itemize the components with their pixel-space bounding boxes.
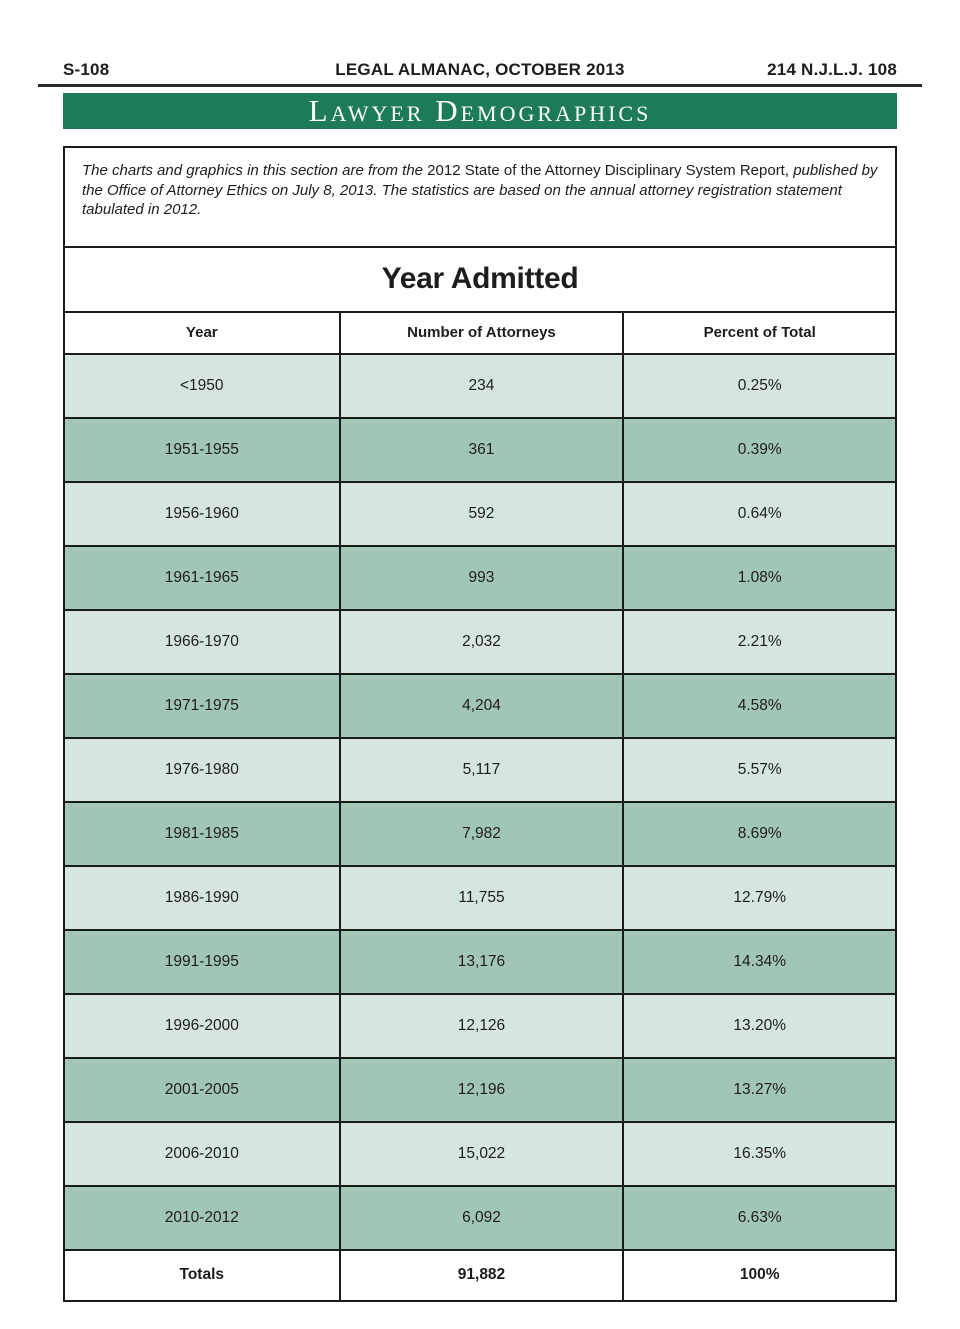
table-row: 1986-1990 11,755 12.79% <box>65 866 895 931</box>
table-cell: 1966-1970 <box>65 610 341 673</box>
table-cell: 13.27% <box>733 1080 786 1098</box>
table-row: 1951-1955 361 0.39% <box>65 418 895 483</box>
table-row: 1991-1995 13,176 14.34% <box>65 930 895 995</box>
table-cell: 1976-1980 <box>65 738 341 801</box>
totals-percent: 100% <box>739 1266 780 1283</box>
table-row: 1956-1960 592 0.64% <box>65 482 895 547</box>
source-note-box: The charts and graphics in this section … <box>63 146 897 248</box>
table-cell: 1956-1960 <box>65 482 341 545</box>
table-cell: 13.20% <box>733 1016 786 1034</box>
table-cell: 16.35% <box>733 1144 786 1162</box>
table-row: 2001-2005 12,196 13.27% <box>65 1058 895 1123</box>
column-header-attorneys: Number of Attorneys <box>341 312 625 353</box>
table-row: 2010-2012 6,092 6.63% <box>65 1186 895 1251</box>
totals-count: 91,882 <box>341 1250 625 1300</box>
table-cell: 993 <box>341 546 625 609</box>
table-cell: 12,196 <box>341 1058 625 1121</box>
table-cell: 1996-2000 <box>65 994 341 1057</box>
table-cell: 1961-1965 <box>65 546 341 609</box>
table-body: <1950 234 0.25% 1951-1955 361 0.39% 1956-1960 5… <box>65 354 895 1251</box>
table-cell: 15,022 <box>341 1122 625 1185</box>
table-header-row: Year Number of Attorneys Percent of Tota… <box>65 312 895 355</box>
publication-title: LEGAL ALMANAC, OCTOBER 2013 <box>335 60 625 79</box>
note-lead: The charts and graphics in this section … <box>82 162 428 179</box>
running-header: S-108 LEGAL ALMANAC, OCTOBER 2013 214 N.… <box>63 0 897 80</box>
table-cell: 6,092 <box>341 1186 625 1249</box>
table-row: 1996-2000 12,126 13.20% <box>65 994 895 1059</box>
table-cell: 234 <box>341 354 625 417</box>
table-cell: <1950 <box>65 354 341 417</box>
note-report-title: 2012 State of the Attorney Disciplinary … <box>427 162 790 179</box>
page-number: S-108 <box>63 60 110 79</box>
totals-label: Totals <box>65 1250 341 1300</box>
table-row: 1971-1975 4,204 4.58% <box>65 674 895 739</box>
table-totals-row: Totals 91,882 100% <box>65 1250 895 1300</box>
table-cell: 7,982 <box>341 802 625 865</box>
table-cell: 1981-1985 <box>65 802 341 865</box>
column-header-year: Year <box>65 312 341 353</box>
table-cell: 0.25% <box>737 376 782 394</box>
table-row: 2006-2010 15,022 16.35% <box>65 1122 895 1187</box>
section-title: Lawyer Demographics <box>308 93 652 128</box>
table-cell: 8.69% <box>737 824 782 842</box>
table-cell: 4,204 <box>341 674 625 737</box>
table-cell: 1986-1990 <box>65 866 341 929</box>
note-tail: published by the Office of Attorney Ethi… <box>82 162 878 218</box>
table-cell: 12,126 <box>341 994 625 1057</box>
table-cell: 5.57% <box>737 760 782 778</box>
column-header-percent: Percent of Total <box>703 324 816 341</box>
year-admitted-table: Year Admitted Year Number of Attorneys P… <box>63 245 897 1302</box>
table-cell: 13,176 <box>341 930 625 993</box>
table-cell: 361 <box>341 418 625 481</box>
table-cell: 2006-2010 <box>65 1122 341 1185</box>
table-cell: 2001-2005 <box>65 1058 341 1121</box>
table-row: 1966-1970 2,032 2.21% <box>65 610 895 675</box>
table-cell: 1951-1955 <box>65 418 341 481</box>
table-cell: 2.21% <box>737 632 782 650</box>
table-cell: 0.39% <box>737 440 782 458</box>
header-rule <box>38 84 922 87</box>
table-cell: 0.64% <box>737 504 782 522</box>
table-cell: 5,117 <box>341 738 625 801</box>
table-cell: 11,755 <box>341 866 625 929</box>
table-cell: 1971-1975 <box>65 674 341 737</box>
table-cell: 14.34% <box>733 952 786 970</box>
table-cell: 6.63% <box>737 1208 782 1226</box>
table-cell: 12.79% <box>733 888 786 906</box>
table-row: <1950 234 0.25% <box>65 354 895 419</box>
table-row: 1981-1985 7,982 8.69% <box>65 802 895 867</box>
table-cell: 1991-1995 <box>65 930 341 993</box>
section-banner: Lawyer Demographics <box>63 93 897 129</box>
table-cell: 2,032 <box>341 610 625 673</box>
table-row: 1961-1965 993 1.08% <box>65 546 895 611</box>
table-cell: 592 <box>341 482 625 545</box>
table-cell: 4.58% <box>737 696 782 714</box>
table-row: 1976-1980 5,117 5.57% <box>65 738 895 803</box>
table-title: Year Admitted <box>65 247 895 313</box>
table-cell: 1.08% <box>737 568 782 586</box>
citation-number: 214 N.J.L.J. 108 <box>767 60 897 79</box>
table-cell: 2010-2012 <box>65 1186 341 1249</box>
